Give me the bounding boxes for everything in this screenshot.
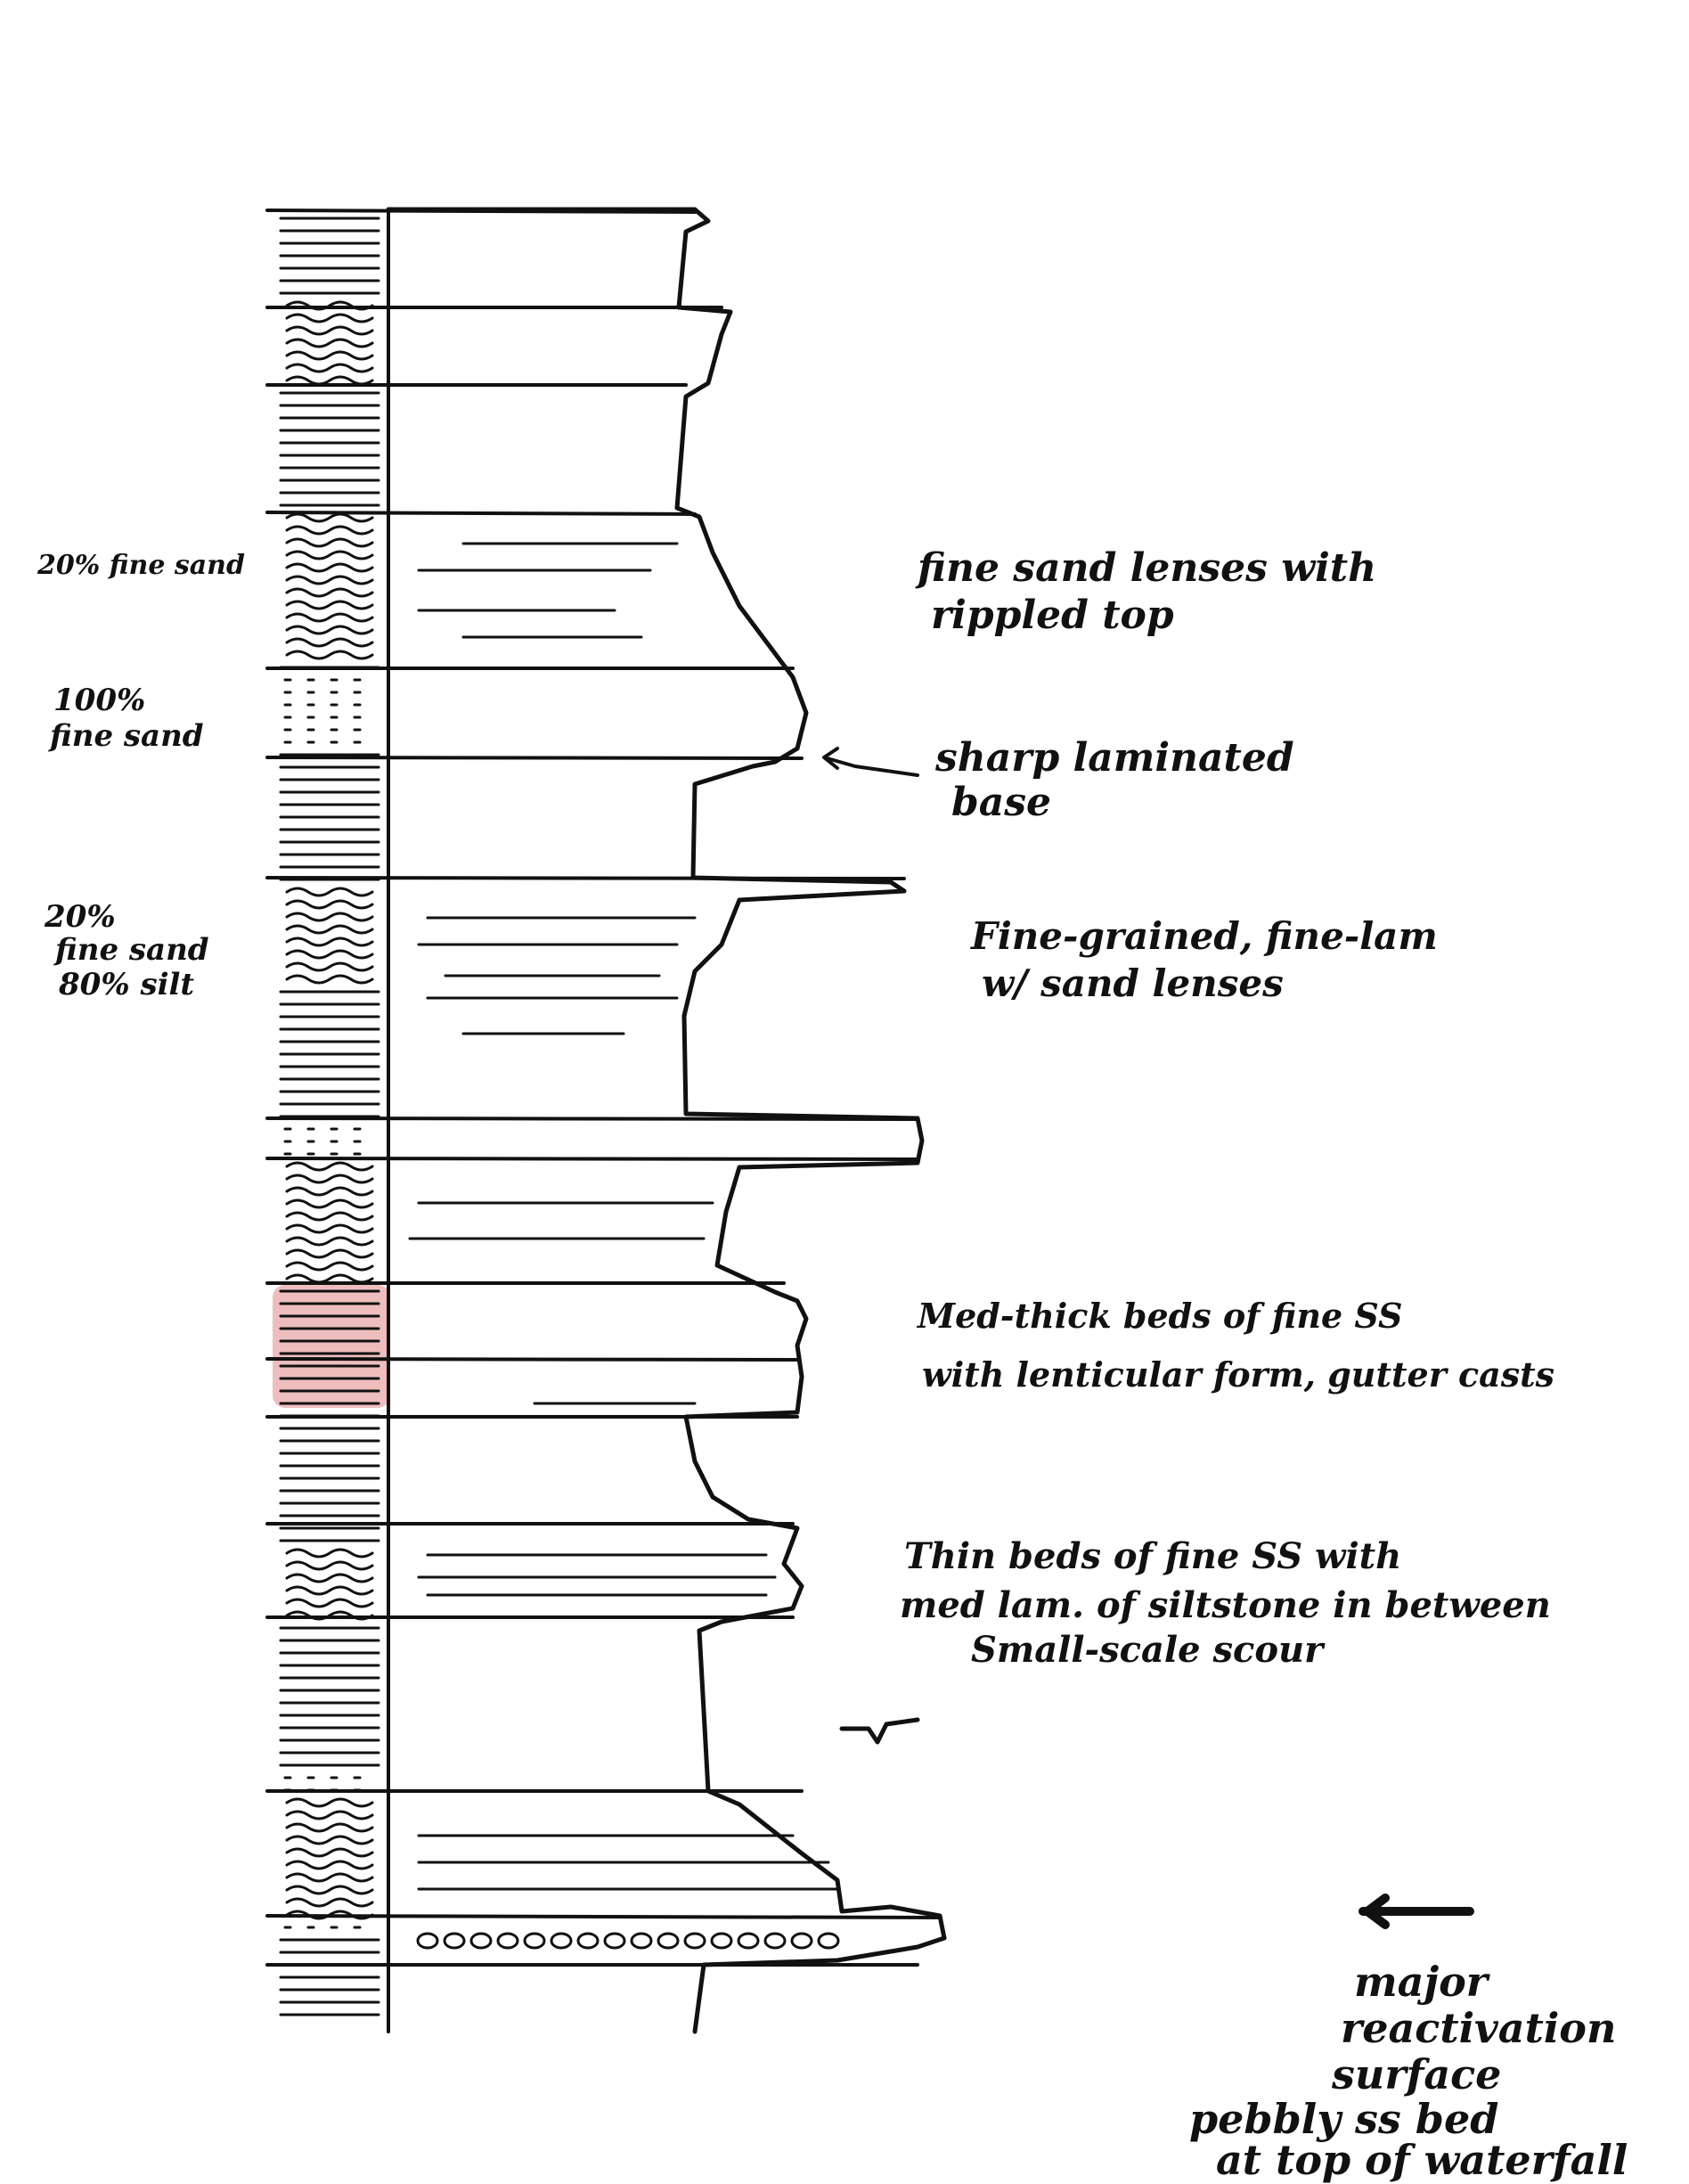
lith-wave: [285, 937, 374, 947]
pebble: [576, 1932, 600, 1950]
right-label-7: pebbly ss bed at top of waterfall: [1189, 2095, 1628, 2184]
lithology-pattern-strip: [279, 217, 380, 2016]
pebble: [710, 1932, 733, 1950]
left-label-3: 20% fine sand 80% silt: [44, 899, 219, 1002]
lith-wave: [285, 1186, 374, 1197]
bed-boundary: [265, 1357, 799, 1362]
lith-wave: [285, 650, 374, 660]
lith-wave: [285, 612, 374, 623]
pebble: [630, 1932, 653, 1950]
left-label-2: 100% fine sand: [47, 683, 204, 754]
lith-wave: [285, 887, 374, 897]
bed-boundary: [265, 1914, 942, 1919]
lith-wave: [285, 1897, 374, 1908]
lith-wave: [285, 525, 374, 536]
lith-wave: [285, 313, 374, 323]
lith-wave: [285, 1847, 374, 1858]
lith-wave: [285, 575, 374, 585]
lith-wave: [285, 1860, 374, 1870]
pebble: [817, 1932, 840, 1950]
lith-wave: [285, 1822, 374, 1833]
lith-wave: [285, 1198, 374, 1209]
pebble-layer: [416, 1932, 840, 1950]
lith-wave: [285, 912, 374, 922]
bed-boundary: [265, 209, 697, 214]
left-annotations: 20% fine sand 100% fine sand 20% fine sa…: [37, 550, 245, 1002]
bed-boundary: [265, 756, 804, 760]
pebble: [416, 1932, 439, 1950]
sharp-base-arrow-icon: [822, 747, 919, 777]
lith-wave: [285, 363, 374, 373]
pebble: [496, 1932, 519, 1950]
lith-wave: [285, 974, 374, 985]
pebble: [603, 1932, 626, 1950]
sand-lenses: [408, 542, 839, 1891]
pebble: [443, 1932, 466, 1950]
lith-wave: [285, 1161, 374, 1172]
bed-boundary: [265, 1157, 919, 1161]
bed-boundary: [265, 1117, 919, 1121]
lith-wave: [285, 325, 374, 336]
lith-wave: [285, 375, 374, 386]
lith-wave: [285, 1573, 374, 1583]
pebble: [469, 1932, 493, 1950]
weathering-profile: [386, 207, 947, 2034]
pebble: [523, 1932, 546, 1950]
lith-wave: [285, 1598, 374, 1608]
pebble: [550, 1932, 573, 1950]
lith-wave: [285, 1872, 374, 1883]
lith-wave: [285, 1548, 374, 1558]
right-label-2: sharp laminated base: [934, 735, 1308, 825]
lith-wave: [285, 338, 374, 348]
column-body: [265, 207, 1474, 2034]
lith-wave: [285, 1174, 374, 1184]
right-label-1: fine sand lenses with rippled top: [915, 545, 1390, 638]
pebble: [737, 1932, 760, 1950]
bed-boundary: [265, 876, 906, 880]
lith-wave: [285, 587, 374, 598]
lith-wave: [285, 1810, 374, 1820]
lith-wave: [285, 537, 374, 548]
lith-wave: [285, 949, 374, 960]
lith-wave: [285, 1236, 374, 1247]
right-label-4: Med-thick beds of fine SS with lenticula…: [916, 1296, 1554, 1395]
lith-wave: [285, 550, 374, 560]
lith-wave: [285, 625, 374, 635]
lith-wave: [285, 637, 374, 648]
lith-wave: [285, 924, 374, 935]
lith-wave: [285, 1248, 374, 1259]
left-label-1: 20% fine sand: [37, 550, 245, 581]
pebble: [790, 1932, 813, 1950]
lith-wave: [285, 1797, 374, 1808]
lith-wave: [285, 562, 374, 573]
right-label-3: Fine-grained, fine-lam w/ sand lenses: [970, 914, 1450, 1005]
lith-wave: [285, 1560, 374, 1571]
pebble: [683, 1932, 706, 1950]
pebble: [763, 1932, 787, 1950]
pebble: [657, 1932, 680, 1950]
lith-wave: [285, 600, 374, 610]
lith-wave: [285, 350, 374, 361]
right-label-5: Thin beds of fine SS with med lam. of si…: [900, 1535, 1563, 1671]
reactivation-arrow-icon: [1359, 1894, 1474, 1929]
lith-wave: [285, 1585, 374, 1596]
bed-boundary: [265, 511, 697, 516]
right-annotations: fine sand lenses with rippled top sharp …: [900, 545, 1630, 2184]
scour-mark-icon: [839, 1717, 920, 1745]
bed-boundaries: [265, 209, 942, 1967]
right-label-6: major reactivation surface: [1331, 1958, 1630, 2098]
lith-wave: [285, 1273, 374, 1284]
lith-wave: [285, 1261, 374, 1272]
lith-wave: [285, 899, 374, 910]
lith-wave: [285, 1211, 374, 1222]
lith-wave: [285, 1223, 374, 1234]
lith-wave: [285, 512, 374, 523]
lith-wave: [285, 1885, 374, 1895]
lith-wave: [285, 961, 374, 972]
lith-wave: [285, 1835, 374, 1845]
